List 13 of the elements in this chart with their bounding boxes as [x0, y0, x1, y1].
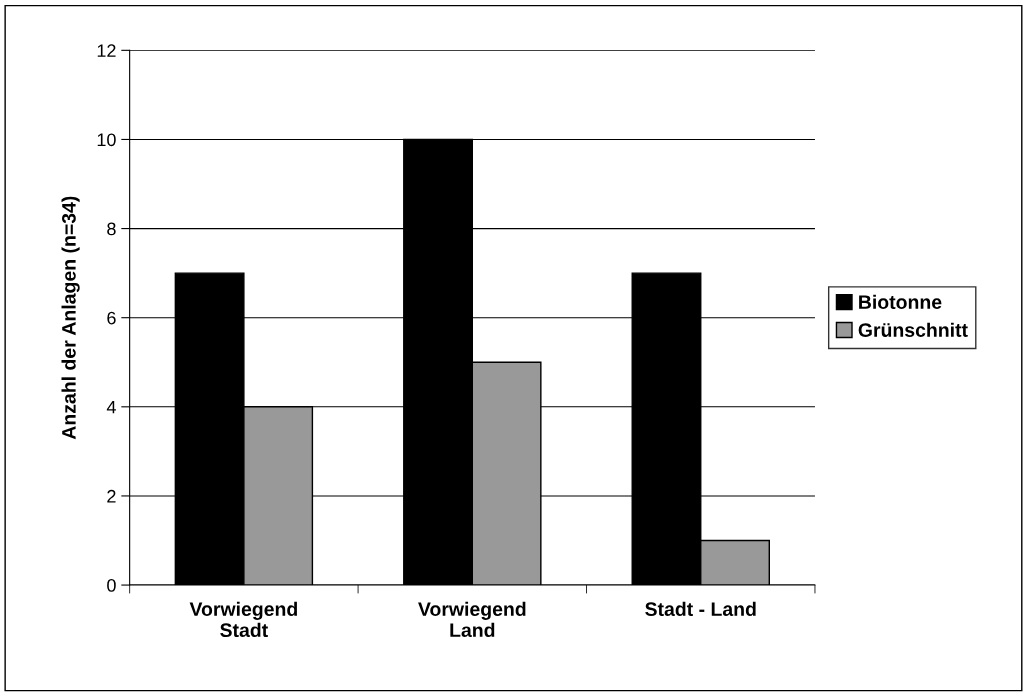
x-tick-label: Vorwiegend Land: [418, 601, 526, 638]
y-axis-title: Anzahl der Anlagen (n=34): [61, 196, 80, 440]
y-tick-label: 8: [107, 222, 116, 236]
legend-label: Biotonne: [859, 294, 942, 309]
y-tick-label: 0: [107, 579, 116, 592]
y-tick-label: 12: [97, 44, 116, 57]
y-tick-label: 6: [107, 311, 116, 325]
x-tick-label: Stadt - Land: [645, 601, 756, 617]
legend-label: Grünschnitt: [858, 322, 968, 337]
y-tick-label: 10: [97, 133, 116, 147]
x-tick-label: Vorwiegend Stadt: [189, 601, 297, 638]
y-tick-label: 2: [107, 489, 116, 503]
y-tick-label: 4: [106, 400, 116, 414]
